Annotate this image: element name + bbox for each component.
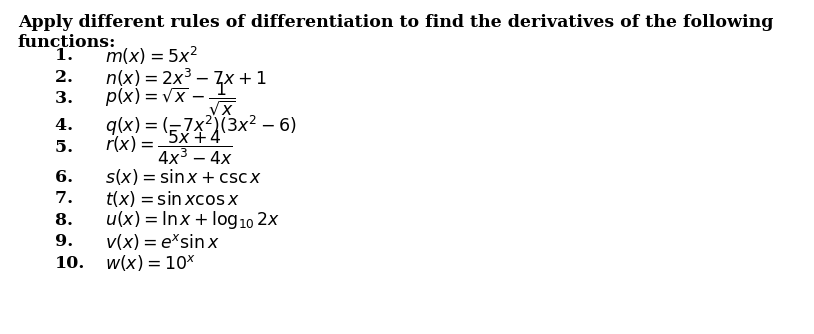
- Text: $t(x) = \sin x \cos x$: $t(x) = \sin x \cos x$: [105, 189, 239, 209]
- Text: 9.: 9.: [55, 233, 85, 250]
- Text: 10.: 10.: [55, 255, 85, 272]
- Text: 2.: 2.: [55, 69, 85, 86]
- Text: 7.: 7.: [55, 190, 85, 207]
- Text: 8.: 8.: [55, 212, 85, 229]
- Text: Apply different rules of differentiation to find the derivatives of the followin: Apply different rules of differentiation…: [18, 14, 773, 31]
- Text: 6.: 6.: [55, 169, 85, 186]
- Text: $s(x) = \sin x + \csc x$: $s(x) = \sin x + \csc x$: [105, 167, 262, 187]
- Text: 4.: 4.: [55, 118, 85, 135]
- Text: 1.: 1.: [55, 47, 85, 64]
- Text: $u(x) = \ln x + \log_{10} 2x$: $u(x) = \ln x + \log_{10} 2x$: [105, 209, 280, 231]
- Text: 5.: 5.: [55, 139, 85, 156]
- Text: functions:: functions:: [18, 34, 116, 51]
- Text: $r(x) = \dfrac{5x+4}{4x^3-4x}$: $r(x) = \dfrac{5x+4}{4x^3-4x}$: [105, 128, 233, 167]
- Text: $p(x) = \sqrt{x} - \dfrac{1}{\sqrt{x}}$: $p(x) = \sqrt{x} - \dfrac{1}{\sqrt{x}}$: [105, 80, 236, 118]
- Text: $m(x) = 5x^2$: $m(x) = 5x^2$: [105, 45, 198, 67]
- Text: $q(x) = (-7x^2)(3x^2 - 6)$: $q(x) = (-7x^2)(3x^2 - 6)$: [105, 114, 296, 138]
- Text: 3.: 3.: [55, 91, 85, 108]
- Text: $w(x) = 10^x$: $w(x) = 10^x$: [105, 253, 196, 273]
- Text: $n(x) = 2x^3 - 7x + 1$: $n(x) = 2x^3 - 7x + 1$: [105, 66, 267, 89]
- Text: $v(x) = e^x \sin x$: $v(x) = e^x \sin x$: [105, 232, 220, 252]
